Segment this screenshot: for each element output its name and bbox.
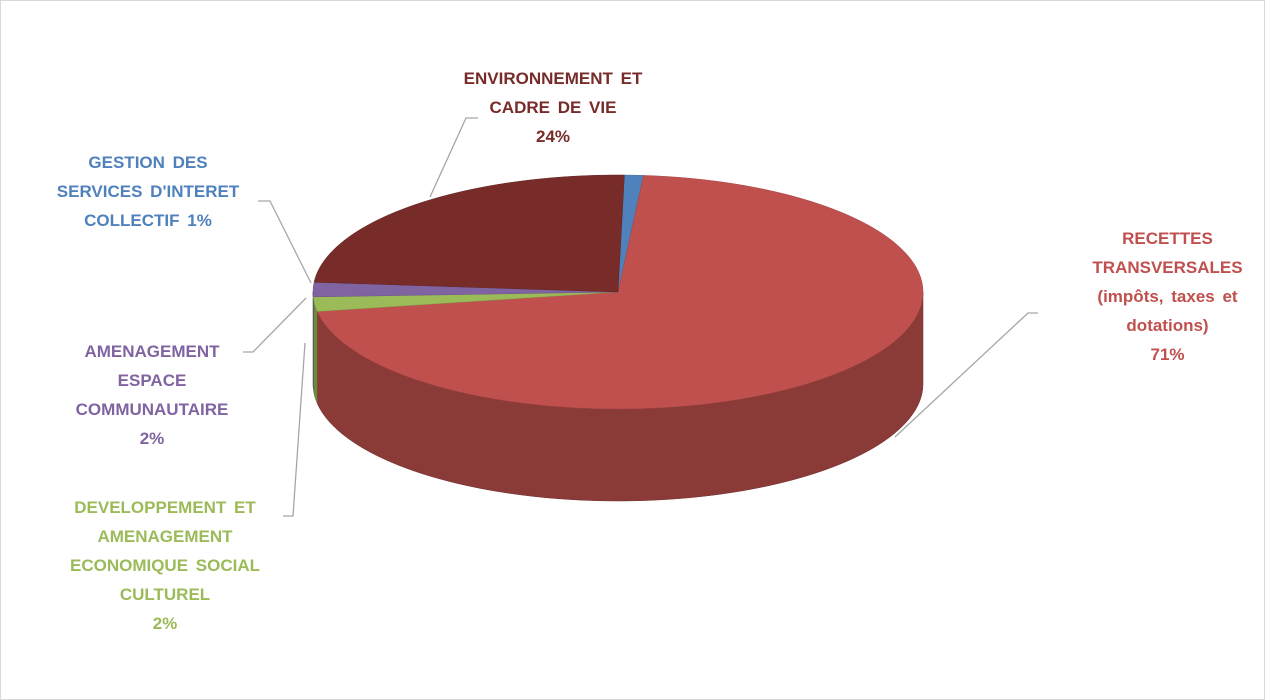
pie-slice-side — [313, 296, 318, 404]
pie-slice — [313, 174, 625, 293]
category-label: AMENAGEMENT ESPACE COMMUNAUTAIRE — [75, 342, 229, 419]
category-label: GESTION DES SERVICES D'INTERET COLLECTIF — [56, 153, 240, 230]
pie-tops — [312, 174, 924, 410]
leader-line — [429, 117, 478, 198]
slice-label: AMENAGEMENT ESPACE COMMUNAUTAIRE 2% — [52, 337, 252, 453]
value-label: 24% — [535, 127, 571, 146]
slice-label: DEVELOPPEMENT ET AMENAGEMENT ECONOMIQUE … — [40, 493, 290, 638]
slice-label: RECETTES TRANSVERSALES (impôts, taxes et… — [1075, 224, 1260, 369]
pie-slice — [316, 175, 924, 410]
value-label: 71% — [1150, 345, 1185, 364]
pie-slice — [312, 281, 619, 298]
leader-line — [243, 297, 307, 353]
slice-label: ENVIRONNEMENT ET CADRE DE VIE 24% — [448, 64, 658, 151]
leader-line — [894, 312, 1038, 438]
leader-line — [258, 200, 312, 284]
value-label: 1% — [187, 211, 212, 230]
value-label: 2% — [139, 429, 165, 448]
category-label: ENVIRONNEMENT ET CADRE DE VIE — [463, 69, 643, 117]
category-label: RECETTES TRANSVERSALES (impôts, taxes et… — [1092, 229, 1243, 335]
slice-label: GESTION DES SERVICES D'INTERET COLLECTIF… — [48, 148, 248, 235]
value-label: 2% — [152, 614, 178, 633]
leader-line — [283, 342, 306, 517]
category-label: DEVELOPPEMENT ET AMENAGEMENT ECONOMIQUE … — [69, 498, 260, 604]
pie-slice — [312, 291, 619, 312]
